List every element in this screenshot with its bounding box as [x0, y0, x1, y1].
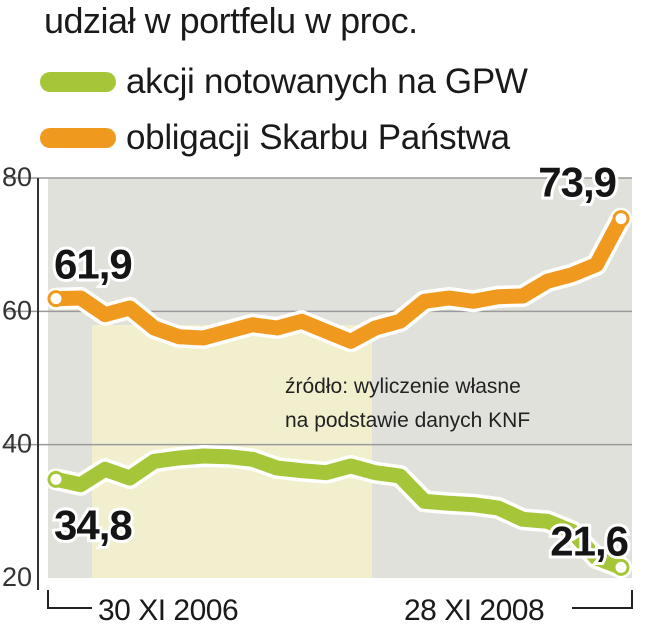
y-tick-label-40: 40 — [2, 429, 32, 459]
series-0-start-point — [47, 470, 65, 488]
y-tick-label-60: 60 — [2, 295, 32, 325]
source-line-2: na podstawie danych KNF — [285, 409, 530, 432]
series-line-0 — [48, 448, 629, 575]
legend: akcji notowanych na GPW obligacji Skarbu… — [40, 54, 528, 166]
label-bonds-end: 73,9 — [538, 159, 616, 206]
series-lines — [45, 207, 632, 579]
value-labels: 61,9 73,9 34,8 21,6 — [51, 156, 632, 568]
legend-item-bonds: obligacji Skarbu Państwa — [40, 110, 528, 166]
y-tick-label-20: 20 — [2, 562, 32, 592]
chart-title: udział w portfelu w proc. — [44, 0, 418, 41]
source-line-1: źródło: wyliczenie własne — [285, 375, 521, 398]
label-bonds-start: 61,9 — [54, 241, 132, 288]
legend-item-stocks: akcji notowanych na GPW — [40, 54, 528, 110]
background-panels — [48, 178, 632, 578]
x-tick-label-end: 28 XI 2008 — [404, 594, 544, 627]
series-1-start-point — [47, 290, 65, 308]
series-line-1 — [48, 211, 629, 349]
x-bracket-left — [47, 590, 92, 609]
x-tick-label-start: 30 XI 2006 — [98, 594, 238, 627]
legend-label-stocks: akcji notowanych na GPW — [126, 62, 528, 101]
source-note: źródło: wyliczenie własne na podstawie d… — [285, 375, 530, 432]
label-stocks-end: 21,6 — [550, 517, 628, 564]
legend-swatch-bonds — [40, 128, 116, 148]
y-axis: 20 40 60 80 — [2, 162, 39, 592]
label-stocks-start: 34,8 — [54, 501, 132, 548]
legend-swatch-stocks — [40, 72, 116, 92]
legend-label-bonds: obligacji Skarbu Państwa — [126, 118, 510, 157]
series-0-end-point — [612, 558, 630, 576]
x-bracket-right — [572, 590, 633, 609]
x-axis: 30 XI 2006 28 XI 2008 — [47, 590, 633, 627]
y-tick-label-80: 80 — [2, 162, 32, 192]
series-1-end-point — [612, 210, 630, 228]
